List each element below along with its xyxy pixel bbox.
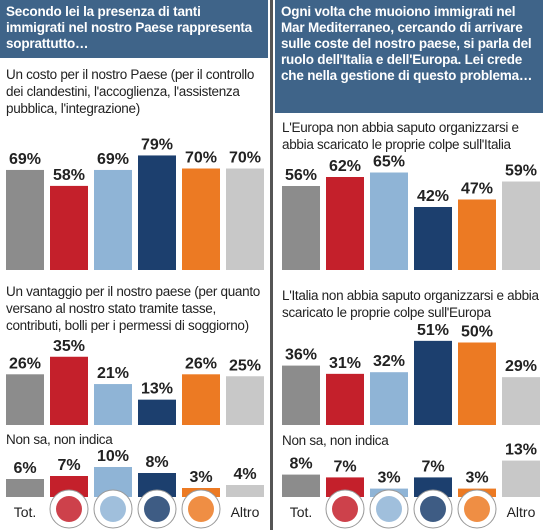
bar [370, 372, 408, 425]
value-label: 47% [461, 181, 493, 198]
value-label: 62% [329, 158, 361, 175]
bar [282, 365, 320, 425]
bar [458, 199, 496, 270]
value-label: 3% [465, 470, 488, 487]
bar [414, 340, 452, 425]
value-label: 8% [289, 456, 312, 473]
bar [226, 485, 264, 497]
value-label: 51% [417, 322, 449, 339]
value-label: 58% [53, 167, 85, 184]
bar [138, 155, 176, 270]
bar [502, 181, 540, 270]
value-label: 35% [53, 338, 85, 355]
party-logo-inner [56, 496, 82, 522]
party-logo-inner [464, 496, 490, 522]
value-label: 13% [141, 381, 173, 398]
category-label: Tot. [14, 504, 37, 520]
value-label: 31% [329, 355, 361, 372]
bar [370, 172, 408, 270]
value-label: 65% [373, 154, 405, 171]
value-label: 26% [9, 355, 41, 372]
value-label: 7% [421, 458, 444, 475]
answer-title: Un vantaggio per il nostro paese (per qu… [6, 284, 260, 333]
bar [138, 399, 176, 425]
bar [94, 384, 132, 425]
bar [326, 177, 364, 270]
bar [94, 169, 132, 270]
bar [458, 342, 496, 425]
value-label: 32% [373, 353, 405, 370]
bar [182, 168, 220, 270]
value-label: 69% [97, 151, 129, 168]
value-label: 36% [285, 347, 317, 364]
party-logo-inner [332, 496, 358, 522]
value-label: 8% [145, 454, 168, 471]
bar [414, 207, 452, 270]
question-header: Ogni volta che muoiono immigrati nel Mar… [275, 0, 543, 113]
bar [6, 169, 44, 270]
answer-title: Un costo per il nostro Paese (per il con… [6, 67, 255, 116]
party-logo-inner [144, 496, 170, 522]
value-label: 70% [185, 150, 217, 167]
bar [502, 460, 540, 497]
value-label: 69% [9, 151, 41, 168]
party-logo-inner [100, 496, 126, 522]
value-label: 7% [333, 458, 356, 475]
party-logo-inner [188, 496, 214, 522]
value-label: 25% [229, 357, 261, 374]
bar [50, 476, 88, 497]
value-label: 21% [97, 365, 129, 382]
bar [50, 356, 88, 425]
bar [226, 376, 264, 425]
party-logo-inner [420, 496, 446, 522]
bar [6, 479, 44, 497]
value-label: 50% [461, 324, 493, 341]
category-label: Altro [507, 504, 536, 520]
value-label: 6% [13, 460, 36, 477]
value-label: 10% [97, 448, 129, 465]
value-label: 7% [57, 457, 80, 474]
bar [182, 374, 220, 425]
value-label: 3% [377, 470, 400, 487]
bar [282, 186, 320, 270]
answer-title: L'Italia non abbia saputo organizzarsi e… [282, 288, 539, 320]
value-label: 70% [229, 150, 261, 167]
bar [50, 185, 88, 270]
value-label: 56% [285, 167, 317, 184]
value-label: 42% [417, 188, 449, 205]
answer-title: Non sa, non indica [6, 432, 113, 447]
value-label: 79% [141, 136, 173, 153]
divider [270, 0, 273, 530]
category-label: Tot. [290, 504, 313, 520]
party-logo-inner [376, 496, 402, 522]
value-label: 3% [189, 469, 212, 486]
question-header: Secondo lei la presenza di tanti immigra… [0, 0, 268, 58]
value-label: 29% [505, 358, 537, 375]
value-label: 4% [233, 466, 256, 483]
answer-title: L'Europa non abbia saputo organizzarsi e… [282, 120, 519, 152]
bar [6, 374, 44, 425]
value-label: 13% [505, 442, 537, 459]
bar [226, 168, 264, 270]
value-label: 59% [505, 163, 537, 180]
bar [282, 474, 320, 497]
category-label: Altro [231, 504, 260, 520]
answer-title: Non sa, non indica [282, 433, 389, 448]
value-label: 26% [185, 355, 217, 372]
bar [502, 377, 540, 425]
bar [326, 373, 364, 425]
